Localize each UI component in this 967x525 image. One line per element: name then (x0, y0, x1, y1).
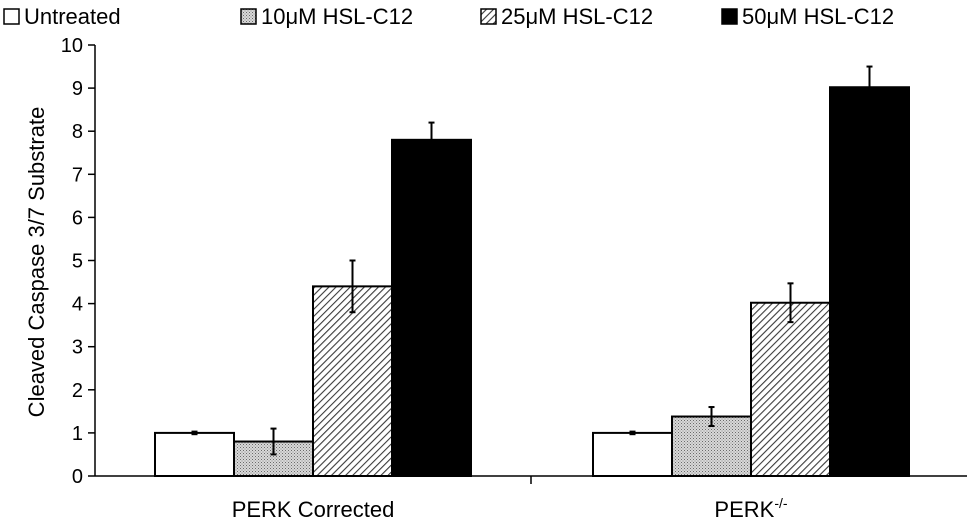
x-category-label: PERK Corrected (232, 497, 395, 522)
bar (829, 86, 910, 477)
y-tick-label: 10 (61, 35, 83, 57)
legend-swatch (240, 8, 257, 25)
bar (750, 301, 831, 477)
legend-label: 10μM HSL-C12 (261, 4, 413, 29)
bar (312, 285, 393, 477)
y-tick-label: 9 (72, 78, 83, 100)
bar (154, 431, 235, 477)
y-axis-label: Cleaved Caspase 3/7 Substrate (24, 107, 49, 418)
legend-swatch (480, 8, 497, 25)
y-tick-label: 3 (72, 337, 83, 359)
y-axis-ticks: 0 1 2 3 4 5 6 7 8 9 10 (61, 35, 95, 488)
bars (154, 86, 910, 478)
y-tick-label: 4 (72, 294, 83, 316)
y-tick-label: 8 (72, 121, 83, 143)
legend-label: 25μM HSL-C12 (501, 4, 653, 29)
legend: Untreated 10μM HSL-C12 25μM HSL-C12 50μM HS… (3, 4, 894, 29)
y-tick-label: 5 (72, 251, 83, 273)
x-category-label: PERK-/- (714, 495, 787, 522)
x-axis-categories: PERK Corrected PERK-/- (232, 495, 788, 522)
legend-label: Untreated (24, 4, 121, 29)
bar (592, 431, 673, 477)
legend-swatch (3, 8, 20, 25)
error-bars (191, 65, 873, 456)
legend-label: 50μM HSL-C12 (742, 4, 894, 29)
legend-swatch (721, 8, 738, 25)
y-tick-label: 2 (72, 380, 83, 402)
y-tick-label: 6 (72, 207, 83, 229)
y-tick-label: 7 (72, 164, 83, 186)
bar (391, 138, 472, 477)
y-tick-label: 1 (72, 423, 83, 445)
y-tick-label: 0 (72, 466, 83, 488)
